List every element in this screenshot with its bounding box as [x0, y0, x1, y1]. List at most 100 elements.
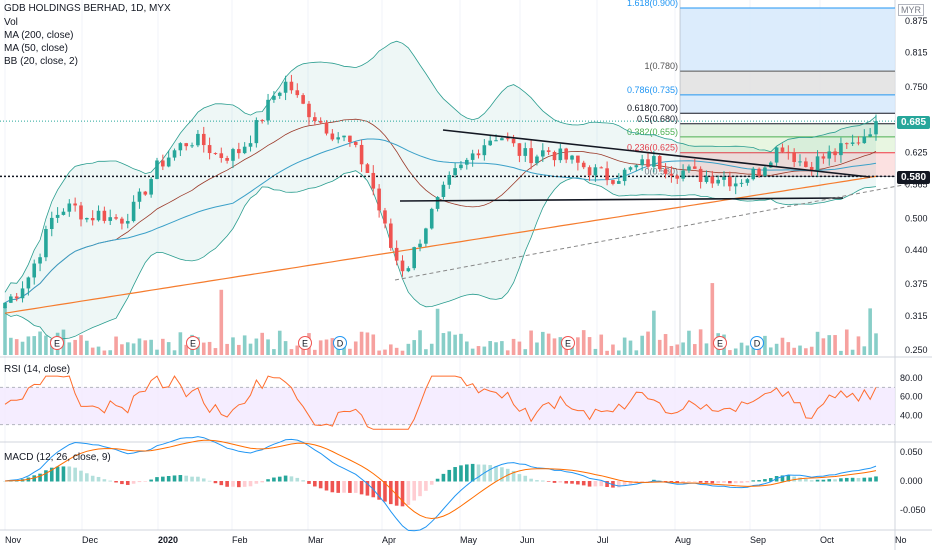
volume-bar-45 [266, 339, 270, 355]
candle-body-131 [768, 162, 773, 168]
candle-body-52 [307, 103, 311, 118]
candle-body-138 [809, 166, 814, 171]
volume-bar-63 [371, 334, 376, 355]
volume-bar-27 [161, 338, 165, 355]
macd-hist-145 [850, 477, 855, 482]
volume-bar-19 [114, 336, 118, 355]
candle-body-65 [383, 210, 387, 224]
macd-hist-120 [704, 481, 709, 483]
candle-body-135 [792, 152, 796, 162]
volume-bar-68 [400, 350, 405, 355]
macd-hist-129 [757, 480, 761, 482]
event-marker-3 [333, 336, 347, 350]
candle-body-88 [517, 143, 522, 156]
candle-body-103 [605, 168, 609, 181]
volume-bar-94 [552, 338, 557, 355]
macd-hist-39 [231, 481, 235, 487]
candle-body-39 [231, 149, 235, 161]
macd-hist-52 [307, 481, 311, 484]
macd-hist-6 [38, 473, 42, 482]
candle-body-94 [552, 151, 557, 161]
candle-body-15 [90, 217, 95, 221]
volume-bar-77 [453, 334, 457, 355]
ma200-legend: MA (200, close) [4, 30, 74, 41]
candle-body-14 [85, 217, 89, 220]
candle-body-114 [669, 173, 674, 176]
candle-body-55 [324, 122, 329, 134]
volume-bar-35 [207, 341, 212, 355]
bb-legend: BB (20, close, 2) [4, 56, 78, 67]
rsi-line [4, 375, 877, 430]
candle-body-111 [652, 156, 656, 167]
macd-hist-48 [283, 475, 288, 482]
candle-body-24 [143, 191, 148, 195]
candle-body-13 [79, 205, 83, 220]
candle-body-86 [505, 138, 510, 140]
candle-body-142 [833, 151, 837, 156]
macd-hist-77 [453, 467, 457, 482]
macd-hist-105 [616, 481, 621, 488]
macd-hist-30 [178, 475, 183, 482]
event-label-1: E [190, 339, 196, 349]
volume-bar-120 [704, 343, 709, 355]
macd-hist-7 [44, 470, 48, 482]
macd-hist-43 [254, 481, 259, 484]
event-marker-2 [298, 336, 312, 350]
macd-hist-74 [435, 478, 440, 482]
macd-hist-95 [558, 481, 563, 483]
ma50-line [4, 138, 877, 304]
time-tick-12: No [895, 535, 907, 545]
macd-hist-37 [219, 481, 224, 486]
macd-tick-0: 0.050 [900, 447, 923, 457]
macd-hist-119 [698, 481, 703, 483]
volume-bar-44 [260, 332, 265, 355]
fib-label-0: 1.618(0.900) [627, 0, 678, 8]
rsi-tick-0: 80.00 [900, 373, 923, 383]
candle-body-32 [190, 145, 194, 147]
candle-body-122 [716, 179, 720, 184]
volume-bar-11 [67, 342, 72, 355]
volume-bar-29 [172, 350, 177, 355]
macd-hist-141 [827, 479, 832, 482]
volume-bar-106 [622, 337, 627, 355]
fib-label-2: 0.786(0.735) [627, 85, 678, 95]
volume-bar-143 [839, 350, 843, 355]
candle-body-67 [394, 247, 399, 261]
fibonacci-retracement[interactable]: 1.618(0.900) 1(0.780) 0.786(0.735) 0.618(0.… [627, 0, 895, 357]
macd-hist-90 [529, 478, 533, 482]
macd-hist-146 [856, 478, 861, 482]
volume-bar-37 [219, 289, 224, 355]
volume-bar-113 [663, 334, 668, 355]
candle-body-100 [587, 167, 592, 176]
candle-body-57 [336, 137, 341, 140]
volume-bar-111 [652, 310, 656, 355]
volume-bar-4 [26, 336, 31, 355]
candle-body-108 [634, 165, 639, 168]
macd-hist-87 [511, 470, 516, 482]
last-price-label: 0.685 [897, 116, 931, 129]
candle-body-12 [73, 203, 77, 206]
macd-hist-36 [213, 481, 218, 484]
candle-body-104 [611, 180, 615, 184]
candle-body-9 [55, 214, 60, 218]
macd-hist-41 [242, 481, 247, 487]
volume-bar-90 [529, 330, 533, 355]
macd-hist-102 [599, 481, 604, 487]
macd-hist-16 [96, 476, 101, 482]
event-label-6: D [754, 339, 761, 349]
macd-hist-29 [172, 475, 177, 482]
price-tick-7: 0.500 [905, 213, 928, 223]
currency-badge[interactable]: MYR [898, 4, 924, 16]
trendlines[interactable] [394, 129, 931, 281]
macd-hist-38 [225, 481, 229, 487]
time-tick-0: Nov [5, 535, 22, 545]
volume-bar-144 [844, 329, 849, 355]
candle-body-76 [447, 174, 452, 185]
candle-body-117 [687, 166, 691, 171]
time-tick-7: Jun [520, 535, 535, 545]
bollinger-band [5, 41, 876, 340]
event-label-3: D [337, 339, 344, 349]
candle-body-97 [570, 155, 574, 160]
macd-hist-75 [441, 473, 446, 482]
candle-body-75 [441, 184, 446, 197]
